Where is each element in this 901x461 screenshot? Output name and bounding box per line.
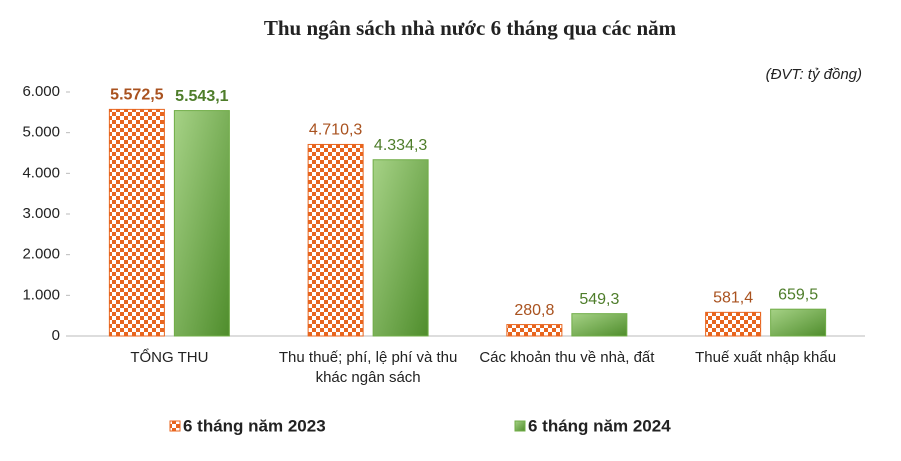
data-label: 4.710,3 [309,122,362,139]
x-tick-label: Thuế xuất nhập khẩu [695,349,836,366]
legend-label: 6 tháng năm 2023 [183,416,326,435]
y-tick-label: 4.000 [22,164,60,181]
bar [173,110,230,337]
x-tick-label: Các khoản thu về nhà, đất [479,349,655,366]
y-tick-label: 1.000 [22,286,60,303]
bar [770,308,827,337]
data-label: 659,5 [778,286,818,303]
legend-swatch [514,420,526,432]
unit-note: (ĐVT: tỷ đồng) [766,66,862,83]
x-tick-label-line: Thu thuế; phí, lệ phí và thu [279,349,457,366]
x-tick-label: TỔNG THU [130,348,208,366]
x-tick-label-line: Các khoản thu về nhà, đất [479,349,655,366]
x-tick-label-line: khác ngân sách [316,369,421,386]
y-tick-label: 0 [52,327,60,344]
data-label: 549,3 [579,291,619,308]
data-label: 5.572,5 [110,87,163,104]
bar [506,324,563,337]
legend-label: 6 tháng năm 2024 [528,416,671,435]
bar [307,143,364,337]
bar [571,313,628,337]
legend-swatch [169,420,181,432]
data-label: 5.543,1 [175,88,228,105]
y-tick-label: 6.000 [22,83,60,100]
bar [705,311,762,337]
data-label: 581,4 [713,290,753,307]
x-tick-label-line: Thuế xuất nhập khẩu [695,349,836,366]
chart-title: Thu ngân sách nhà nước 6 tháng qua các n… [264,16,677,40]
y-tick-label: 3.000 [22,205,60,222]
y-tick-label: 5.000 [22,124,60,141]
y-tick-label: 2.000 [22,246,60,263]
data-label: 4.334,3 [374,137,427,154]
data-label: 280,8 [514,302,554,319]
bar [108,108,165,337]
x-tick-label-line: TỔNG THU [130,348,208,366]
bar [372,159,429,337]
x-tick-label: Thu thuế; phí, lệ phí và thu khác ngân sá… [279,349,457,386]
